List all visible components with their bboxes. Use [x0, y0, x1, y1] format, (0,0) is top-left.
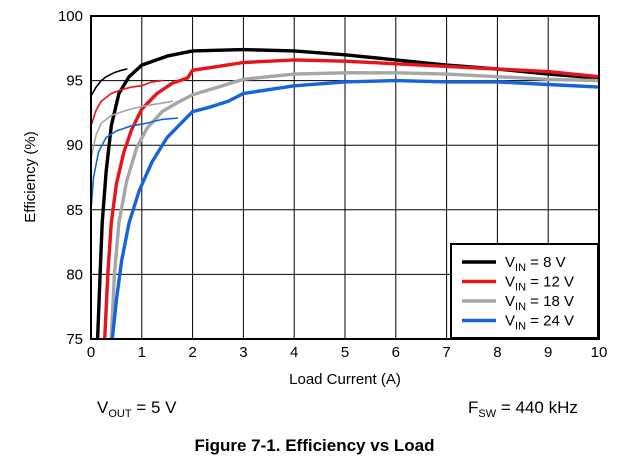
legend-label-subscript-1: IN [515, 282, 526, 294]
series-line-light-load-3 [91, 117, 179, 211]
legend-label-value-3: = 24 V [526, 313, 574, 330]
x-tick-label-8: 8 [493, 344, 501, 361]
series-line-2 [109, 71, 599, 339]
legend-label-3: VIN = 24 V [505, 313, 574, 333]
series-line-1 [103, 58, 599, 339]
x-axis-label: Load Current (A) [289, 371, 401, 388]
legend-label-subscript-2: IN [515, 301, 526, 313]
fsw-subscript: SW [478, 408, 497, 420]
legend-label-subscript-3: IN [515, 321, 526, 333]
tick-labels: 0 1 2 3 4 5 6 7 8 9 10 75 80 85 90 95 100 [58, 8, 607, 361]
efficiency-chart: 0 1 2 3 4 5 6 7 8 9 10 75 80 85 90 95 100 Load Current (… [22, 8, 607, 388]
legend-label-subscript-0: IN [515, 262, 526, 274]
legend-label-2: VIN = 18 V [505, 293, 574, 313]
fsw-value: = 440 kHz [496, 398, 578, 417]
y-axis-label: Efficiency (%) [22, 131, 39, 222]
x-tick-label-2: 2 [188, 344, 196, 361]
legend-label-symbol-1: V [505, 274, 515, 291]
x-tick-label-3: 3 [239, 344, 247, 361]
legend-label-symbol-0: V [505, 254, 515, 271]
x-tick-label-5: 5 [341, 344, 349, 361]
x-tick-label-4: 4 [290, 344, 298, 361]
figure-caption: Figure 7-1. Efficiency vs Load [194, 436, 435, 455]
x-tick-label-0: 0 [87, 344, 95, 361]
x-tick-label-9: 9 [544, 344, 552, 361]
legend-label-value-0: = 8 V [526, 254, 566, 271]
series-line-3 [110, 78, 599, 339]
fsw-condition: FSW = 440 kHz [468, 398, 578, 420]
y-tick-label-2: 85 [66, 202, 83, 219]
legend-box [450, 243, 599, 339]
legend-label-value-2: = 18 V [526, 293, 574, 310]
x-tick-label-10: 10 [591, 344, 608, 361]
series-line-light-load-1 [91, 79, 163, 127]
legend-label-symbol-2: V [505, 293, 515, 310]
plot-frame [90, 15, 600, 340]
vout-value: = 5 V [131, 398, 177, 417]
y-tick-label-3: 90 [66, 137, 83, 154]
x-tick-label-1: 1 [138, 344, 146, 361]
y-tick-label-0: 75 [66, 331, 83, 348]
series-layer [91, 47, 599, 339]
legend-label-symbol-3: V [505, 313, 515, 330]
x-tick-label-6: 6 [392, 344, 400, 361]
legend-label-value-1: = 12 V [526, 274, 574, 291]
y-tick-label-4: 95 [66, 73, 83, 90]
x-tick-label-7: 7 [442, 344, 450, 361]
vout-symbol: V [97, 398, 109, 417]
fsw-symbol: F [468, 398, 479, 417]
legend-label-0: VIN = 8 V [505, 254, 566, 274]
series-line-light-load-2 [91, 100, 174, 159]
y-tick-label-5: 100 [58, 8, 83, 25]
vout-subscript: OUT [108, 408, 132, 420]
vout-condition: VOUT = 5 V [97, 398, 177, 420]
y-tick-label-1: 80 [66, 266, 83, 283]
legend-label-1: VIN = 12 V [505, 274, 574, 294]
series-line-light-load-0 [91, 68, 128, 97]
